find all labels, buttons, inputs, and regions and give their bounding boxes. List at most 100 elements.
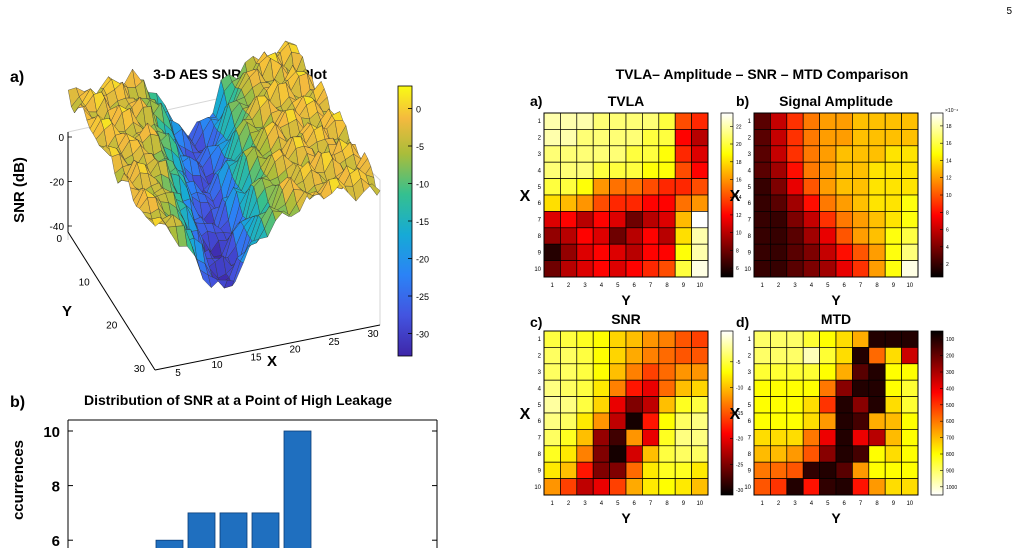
surface-y-tick-label: 30 xyxy=(134,364,146,375)
heatmap-cell xyxy=(802,112,820,130)
heatmap-y-tick-label: 2 xyxy=(748,354,752,360)
heatmap-cell xyxy=(658,129,676,147)
heatmap-colorbar-tick-label: 600 xyxy=(946,419,955,425)
heatmap-cell xyxy=(674,330,692,348)
surface-y-tick-label: 0 xyxy=(56,234,62,245)
heatmap-cell xyxy=(819,396,837,414)
heatmap-cell xyxy=(852,178,870,196)
heatmap-cell xyxy=(770,396,788,414)
heatmap-cell xyxy=(592,412,610,430)
heatmap-x-tick-label: 8 xyxy=(875,501,879,507)
heatmap-cell xyxy=(609,330,627,348)
heatmap-cell xyxy=(753,347,771,365)
heatmap-cell xyxy=(674,461,692,479)
heatmap-x-tick-label: 6 xyxy=(843,283,847,289)
surface-z-tick-label: 0 xyxy=(58,133,64,144)
heatmap-cell xyxy=(819,112,837,130)
heatmap-xlabel: Y xyxy=(621,510,631,526)
heatmap-cell xyxy=(560,478,578,496)
colorbar-tick-label: -20 xyxy=(416,255,429,265)
heatmap-cell xyxy=(592,129,610,147)
heatmap-colorbar xyxy=(720,112,734,278)
heatmap-cell xyxy=(753,478,771,496)
heatmap-cell xyxy=(625,445,643,463)
heatmap-cell xyxy=(852,412,870,430)
heatmap-cell xyxy=(786,194,804,212)
surface-axis-lines xyxy=(67,132,381,371)
heatmap-cell xyxy=(592,478,610,496)
heatmap-y-tick-label: 5 xyxy=(748,403,752,409)
heatmap-y-tick-label: 6 xyxy=(748,419,752,425)
heatmap-x-tick-label: 5 xyxy=(616,283,620,289)
heatmap-cell xyxy=(802,211,820,229)
heatmap-cell xyxy=(576,330,594,348)
heatmap-x-tick-label: 6 xyxy=(633,283,637,289)
heatmap-y-tick-label: 5 xyxy=(538,403,542,409)
heatmap-panel-label: a) xyxy=(530,93,542,109)
heatmap-cell xyxy=(691,379,709,397)
heatmap-cell xyxy=(609,129,627,147)
heatmap-cell xyxy=(868,227,886,245)
colorbar-tick-label: -5 xyxy=(416,142,424,152)
heatmap-x-tick-label: 9 xyxy=(682,283,686,289)
heatmap-cell xyxy=(592,330,610,348)
heatmap-cell xyxy=(868,260,886,278)
heatmap-cell xyxy=(658,227,676,245)
heatmap-cell xyxy=(868,429,886,447)
heatmap-cell xyxy=(868,461,886,479)
heatmap-cell xyxy=(658,396,676,414)
heatmap-cell xyxy=(691,330,709,348)
heatmap-cell xyxy=(576,243,594,261)
heatmap-cell xyxy=(868,243,886,261)
heatmap-cell xyxy=(543,412,561,430)
heatmap-cell xyxy=(868,161,886,179)
heatmap-ylabel: X xyxy=(730,406,741,423)
heatmap-cell xyxy=(576,161,594,179)
heatmap-x-tick-label: 1 xyxy=(761,283,765,289)
heatmap-cell xyxy=(576,461,594,479)
heatmap-y-tick-label: 3 xyxy=(538,152,542,158)
heatmap-cell xyxy=(852,194,870,212)
heatmap-cell xyxy=(560,112,578,130)
heatmap-cell xyxy=(852,211,870,229)
heatmap-panel-label: c) xyxy=(530,314,542,330)
heatmap-cell xyxy=(901,129,919,147)
heatmap-cell xyxy=(625,461,643,479)
heatmap-y-tick-label: 4 xyxy=(538,168,542,174)
heatmap-cell xyxy=(852,347,870,365)
heatmap-ylabel: X xyxy=(730,188,741,205)
surface-x-tick-label: 5 xyxy=(175,368,181,379)
heatmap-cell xyxy=(901,194,919,212)
heatmap-frame xyxy=(753,112,919,278)
heatmap-cell xyxy=(884,363,902,381)
heatmap-cell xyxy=(576,396,594,414)
heatmap-cell xyxy=(576,178,594,196)
heatmap-cell xyxy=(884,178,902,196)
heatmap-cell xyxy=(835,412,853,430)
heatmap-x-tick-label: 2 xyxy=(777,501,781,507)
heatmap-y-tick-label: 9 xyxy=(748,250,752,256)
surface-mesh xyxy=(67,40,381,289)
heatmap-y-tick-label: 1 xyxy=(748,119,752,125)
heatmap-cell xyxy=(560,396,578,414)
heatmap-x-tick-label: 4 xyxy=(810,283,814,289)
heatmap-cell xyxy=(642,260,660,278)
heatmap-cell xyxy=(609,211,627,229)
heatmap-cell xyxy=(543,211,561,229)
heatmap-y-tick-label: 2 xyxy=(748,136,752,142)
heatmap-colorbar-tick-label: 10 xyxy=(946,193,952,199)
heatmap-cell xyxy=(901,461,919,479)
heatmap-cell xyxy=(674,194,692,212)
heatmap-cell xyxy=(543,161,561,179)
heatmap-cell xyxy=(576,412,594,430)
heatmap-cell xyxy=(658,429,676,447)
heatmap-x-tick-label: 7 xyxy=(859,501,863,507)
heatmap-colorbar-tick-label: 4 xyxy=(946,245,949,251)
heatmap-cell xyxy=(901,243,919,261)
heatmap-x-tick-label: 4 xyxy=(600,501,604,507)
heatmap-cell xyxy=(691,211,709,229)
heatmap-cell xyxy=(642,347,660,365)
heatmap-cell xyxy=(658,478,676,496)
heatmap-colorbar-tick-label: 12 xyxy=(946,176,952,182)
